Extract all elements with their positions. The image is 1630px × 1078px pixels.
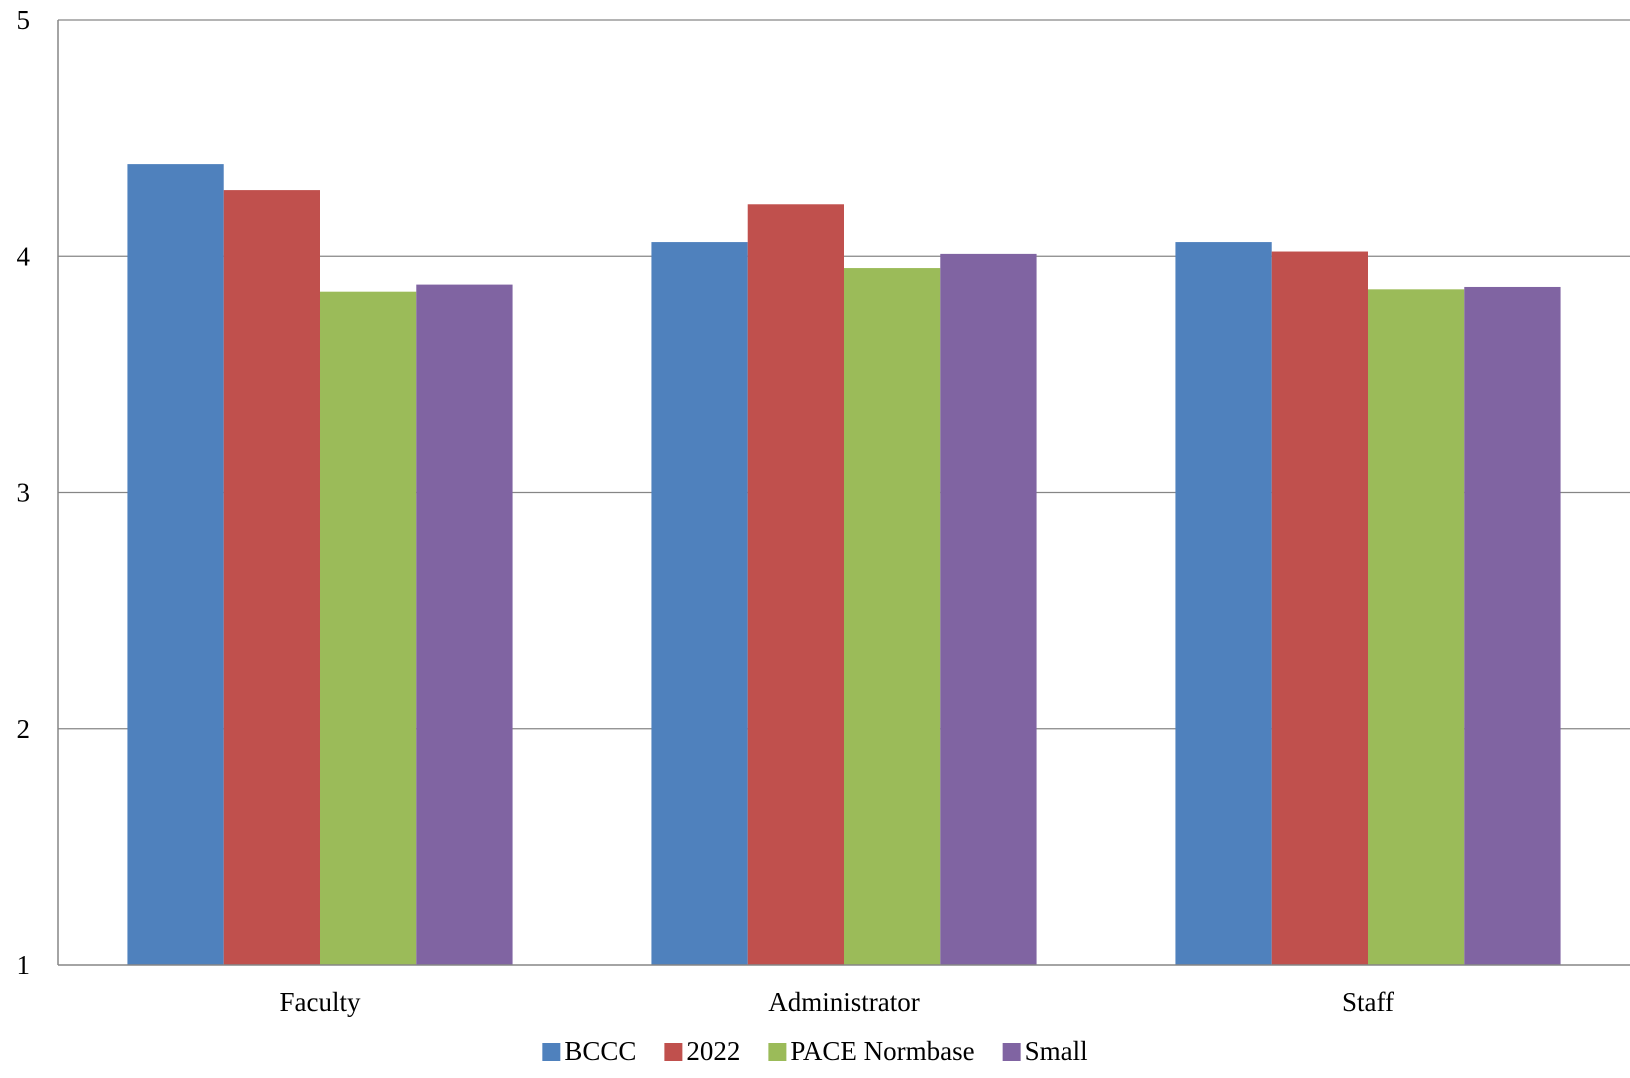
legend-swatch <box>542 1043 561 1061</box>
bar-small-administrator <box>940 253 1037 965</box>
legend-swatch <box>768 1043 787 1061</box>
legend-item-bccc: BCCC <box>542 1036 636 1066</box>
bar-small-staff <box>1464 286 1561 965</box>
bar-2022-administrator <box>747 204 844 965</box>
y-tick-label: 3 <box>17 478 31 508</box>
legend-label: BCCC <box>564 1036 636 1066</box>
x-tick-label: Faculty <box>280 987 361 1017</box>
y-tick-label: 4 <box>17 241 31 271</box>
bar-bccc-administrator <box>651 242 748 965</box>
bar-pace-normbase-administrator <box>844 268 941 965</box>
y-tick-label: 1 <box>17 950 31 980</box>
legend-item-small: Small <box>1002 1036 1088 1066</box>
legend-item-2022: 2022 <box>664 1036 740 1066</box>
y-axis-tick-labels: 1 2 3 4 5 <box>17 5 31 980</box>
legend: BCCC 2022 PACE Normbase Small <box>542 1036 1088 1066</box>
x-tick-label: Staff <box>1342 987 1394 1017</box>
bars <box>127 164 1561 966</box>
bar-small-faculty <box>416 284 513 966</box>
x-axis-tick-labels: Faculty Administrator Staff <box>280 987 1395 1017</box>
bar-2022-faculty <box>223 190 320 966</box>
legend-label: 2022 <box>686 1036 740 1066</box>
y-tick-label: 5 <box>17 5 31 35</box>
legend-swatch <box>664 1043 683 1061</box>
bar-2022-staff <box>1271 251 1368 965</box>
bar-bccc-staff <box>1175 242 1272 965</box>
axes <box>57 20 1630 966</box>
legend-swatch <box>1002 1043 1021 1061</box>
legend-item-pace-normbase: PACE Normbase <box>768 1036 975 1066</box>
legend-label: Small <box>1025 1036 1088 1066</box>
bar-pace-normbase-staff <box>1368 289 1465 965</box>
bar-pace-normbase-faculty <box>320 291 417 965</box>
x-tick-label: Administrator <box>768 987 919 1017</box>
bar-bccc-faculty <box>127 164 224 966</box>
legend-label: PACE Normbase <box>790 1036 974 1066</box>
y-tick-label: 2 <box>17 714 31 744</box>
